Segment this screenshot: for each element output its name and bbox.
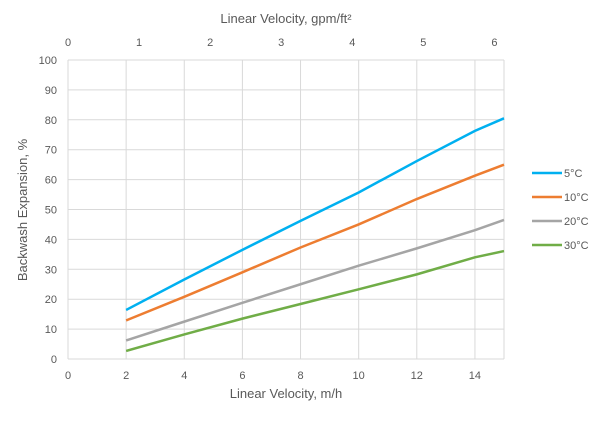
series-lines <box>125 117 505 353</box>
y-tick-label: 80 <box>45 115 57 127</box>
x2-tick-label: 1 <box>136 37 142 49</box>
legend-label: 5°C <box>564 168 583 180</box>
x2-tick-label: 3 <box>278 37 284 49</box>
legend: 5°C 10°C 20°C 30°C <box>532 168 589 252</box>
grid <box>67 59 505 360</box>
x-tick-label: 6 <box>239 370 245 382</box>
x2-tick-label: 2 <box>207 37 213 49</box>
x-tick-label: 2 <box>123 370 129 382</box>
y-tick-label: 10 <box>45 324 57 336</box>
y-tick-label: 70 <box>45 145 57 157</box>
y-axis-title: Backwash Expansion, % <box>15 138 30 281</box>
legend-label: 20°C <box>564 216 589 228</box>
series-line-10C <box>125 163 505 322</box>
y-tick-label: 90 <box>45 85 57 97</box>
series-line-20C <box>125 218 505 342</box>
x-tick-label: 0 <box>65 370 71 382</box>
x-axis-title: Linear Velocity, m/h <box>230 386 342 401</box>
y-tick-label: 60 <box>45 175 57 187</box>
y-tick-label: 50 <box>45 205 57 217</box>
x2-tick-label: 0 <box>65 37 71 49</box>
x2-tick-label: 4 <box>349 37 355 49</box>
x-tick-label: 14 <box>469 370 481 382</box>
y-tick-label: 30 <box>45 264 57 276</box>
legend-label: 10°C <box>564 192 589 204</box>
series-line-30C <box>125 249 505 353</box>
y-tick-label: 100 <box>39 55 57 67</box>
x-tick-label: 8 <box>297 370 303 382</box>
x2-tick-label: 6 <box>491 37 497 49</box>
x-tick-label: 12 <box>411 370 423 382</box>
y-tick-label: 20 <box>45 294 57 306</box>
x2-axis-title: Linear Velocity, gpm/ft² <box>220 11 352 26</box>
x-tick-label: 10 <box>353 370 365 382</box>
y-tick-label: 0 <box>51 354 57 366</box>
x-tick-label: 4 <box>181 370 187 382</box>
series-line-5C <box>125 117 505 312</box>
y-tick-label: 40 <box>45 234 57 246</box>
x2-tick-label: 5 <box>420 37 426 49</box>
legend-label: 30°C <box>564 240 589 252</box>
